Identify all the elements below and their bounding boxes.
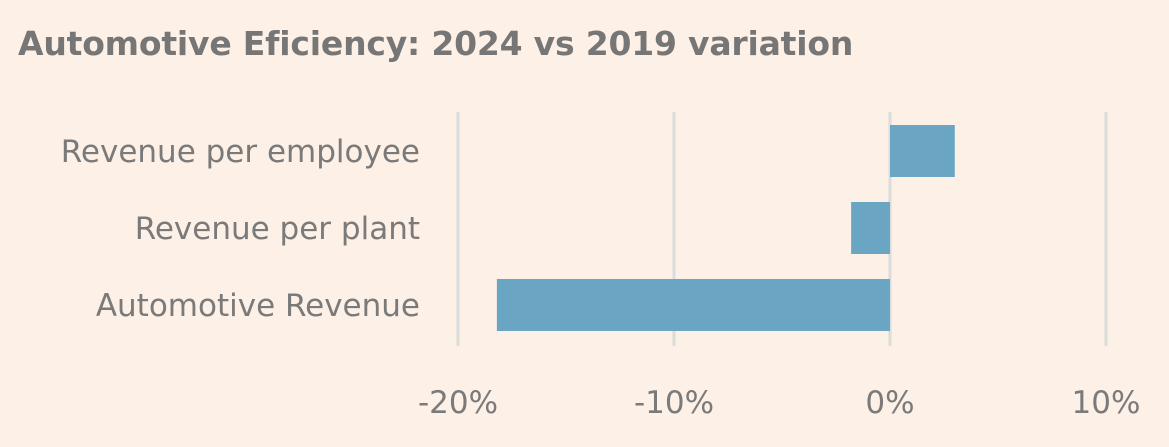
bar-2 [496,279,890,331]
bars [496,125,955,331]
bar-1 [851,202,890,254]
category-label-2: Automotive Revenue [96,288,420,324]
category-label-0: Revenue per employee [61,134,420,170]
category-labels: Revenue per employee Revenue per plant Aut… [61,134,420,324]
x-tick-label-1: -10% [634,385,714,421]
x-tick-labels: -20% -10% 0% 10% [418,385,1141,421]
x-tick-label-2: 0% [865,385,914,421]
x-tick-label-3: 10% [1072,385,1141,421]
bar-0 [890,125,955,177]
chart-title: Automotive Eficiency: 2024 vs 2019 varia… [18,24,854,63]
x-tick-label-0: -20% [418,385,498,421]
category-label-1: Revenue per plant [135,211,420,247]
